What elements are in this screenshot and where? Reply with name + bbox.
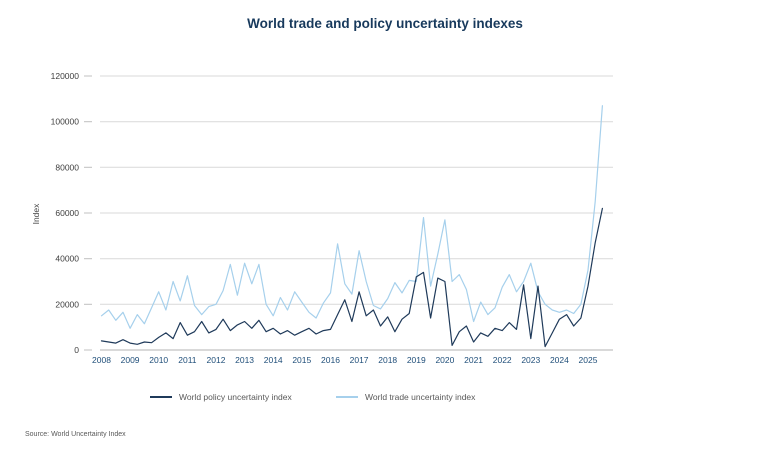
x-tick-label: 2018 bbox=[378, 355, 397, 365]
y-tick-label: 120000 bbox=[51, 71, 80, 81]
x-tick-label: 2022 bbox=[493, 355, 512, 365]
x-tick-label: 2012 bbox=[207, 355, 226, 365]
x-tick-label: 2014 bbox=[264, 355, 283, 365]
trade-line-swatch bbox=[336, 396, 358, 398]
chart-title: World trade and policy uncertainty index… bbox=[247, 16, 523, 31]
x-tick-label: 2013 bbox=[235, 355, 254, 365]
x-tick-label: 2010 bbox=[149, 355, 168, 365]
y-tick-label: 40000 bbox=[55, 254, 79, 264]
x-tick-label: 2017 bbox=[350, 355, 369, 365]
x-tick-label: 2023 bbox=[521, 355, 540, 365]
x-tick-label: 2021 bbox=[464, 355, 483, 365]
x-tick-label: 2020 bbox=[435, 355, 454, 365]
x-tick-label: 2015 bbox=[292, 355, 311, 365]
x-tick-label: 2008 bbox=[92, 355, 111, 365]
policy-line-swatch bbox=[150, 396, 172, 398]
y-tick-label: 100000 bbox=[51, 117, 80, 127]
series-line-policy bbox=[100, 207, 604, 348]
x-tick-label: 2024 bbox=[550, 355, 569, 365]
x-tick-label: 2016 bbox=[321, 355, 340, 365]
x-tick-label: 2011 bbox=[178, 355, 197, 365]
y-tick-label: 0 bbox=[74, 345, 79, 355]
y-tick-label: 60000 bbox=[55, 208, 79, 218]
series-line-trade bbox=[100, 105, 604, 329]
source-note: Source: World Uncertainty Index bbox=[25, 431, 126, 438]
legend-label-trade: World trade uncertainty index bbox=[365, 392, 476, 402]
legend-item-trade: World trade uncertainty index bbox=[336, 391, 475, 403]
x-tick-label: 2025 bbox=[579, 355, 598, 365]
legend-label-policy: World policy uncertainty index bbox=[179, 392, 292, 402]
x-tick-label: 2009 bbox=[121, 355, 140, 365]
x-tick-label: 2019 bbox=[407, 355, 426, 365]
y-tick-label: 20000 bbox=[55, 299, 79, 309]
y-tick-label: 80000 bbox=[55, 162, 79, 172]
legend-item-policy: World policy uncertainty index bbox=[150, 391, 292, 403]
